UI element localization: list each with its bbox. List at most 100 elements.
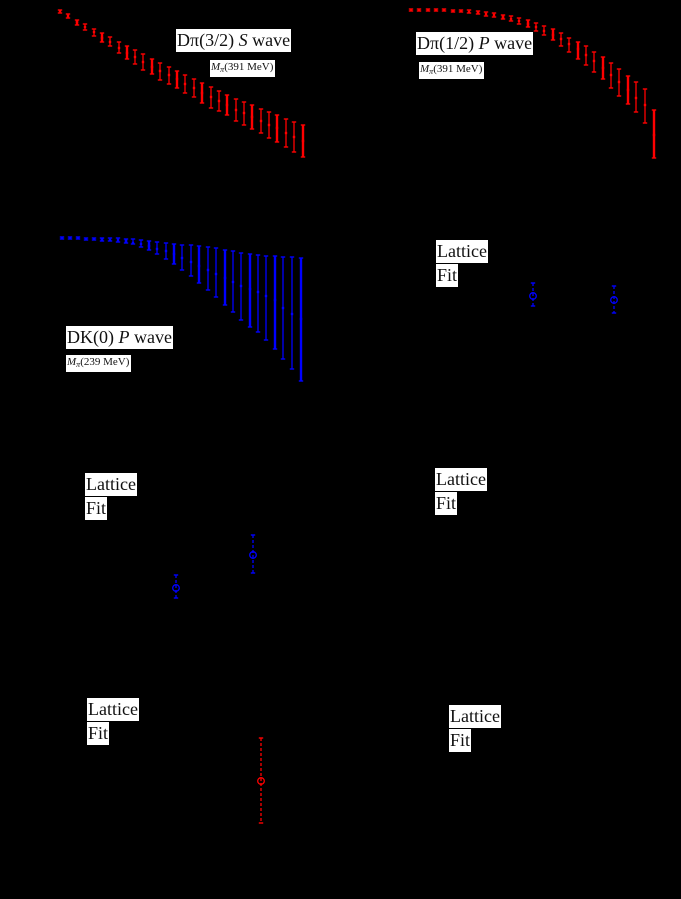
data-marker [131, 241, 135, 245]
data-marker [189, 260, 193, 264]
data-marker [290, 312, 294, 316]
panel-2-mass-value: (391 MeV) [433, 63, 483, 75]
legend-p7-lattice: Lattice [87, 698, 139, 721]
panel-2-title-prefix: Dπ(1/2) [417, 33, 479, 53]
panel-2-wave-letter: P [478, 33, 490, 53]
data-marker [526, 22, 530, 26]
data-marker [133, 55, 137, 59]
data-marker [256, 290, 260, 294]
data-marker [542, 29, 546, 33]
panel-1-title: Dπ(3/2) S wave [176, 29, 292, 52]
data-marker [609, 73, 613, 77]
data-marker [426, 8, 430, 12]
data-marker [484, 12, 488, 16]
panel-3-title-prefix: DK(0) [67, 327, 119, 347]
data-marker [192, 86, 196, 90]
data-marker [434, 8, 438, 12]
data-marker [167, 73, 171, 77]
data-marker [451, 9, 455, 13]
data-marker [576, 47, 580, 51]
data-marker [183, 82, 187, 86]
data-marker [273, 298, 277, 302]
data-marker [76, 236, 80, 240]
data-marker [492, 13, 496, 17]
data-marker [292, 135, 296, 139]
data-marker [158, 69, 162, 73]
panel-1-wave-letter: S [238, 30, 248, 50]
data-marker [100, 36, 104, 40]
panel-1-mass-value: (391 MeV) [224, 61, 274, 73]
data-marker [175, 77, 179, 81]
panel-2-mass-label: Mπ(391 MeV) [419, 62, 485, 79]
legend-p5-fit: Fit [85, 497, 108, 520]
data-marker [250, 115, 254, 119]
legend-p4-fit: Fit [436, 264, 459, 287]
panel-1-title-prefix: Dπ(3/2) [177, 30, 239, 50]
panel-1-mass-symbol: M [211, 61, 221, 73]
data-marker [83, 25, 87, 29]
data-marker [117, 46, 121, 50]
panel-2-title: Dπ(1/2) P wave [416, 32, 534, 55]
legend-p6-lattice: Lattice [435, 468, 487, 491]
panel-2-mass-symbol: M [420, 63, 430, 75]
data-marker [248, 287, 252, 291]
data-marker [108, 238, 112, 242]
series-2 [408, 8, 657, 159]
panel-2-mass-sub: π [429, 67, 434, 76]
series-3 [59, 236, 304, 382]
panel-2-title-suffix: wave [489, 33, 533, 53]
panel-3-title: DK(0) P wave [66, 326, 173, 349]
legend-p4-lattice: Lattice [436, 240, 488, 263]
data-marker [139, 242, 143, 246]
data-marker [626, 88, 630, 92]
series-5 [172, 534, 257, 599]
data-marker [116, 238, 120, 242]
panel-3-mass-sub: π [76, 360, 81, 369]
panel-3-mass-label: Mπ(239 MeV) [66, 355, 132, 372]
data-marker [92, 30, 96, 34]
data-marker-circle [172, 584, 180, 592]
data-marker [75, 20, 79, 24]
data-marker-circle [529, 292, 537, 300]
data-marker [200, 91, 204, 95]
legend-p5-lattice: Lattice [85, 473, 137, 496]
data-marker-circle [249, 551, 257, 559]
data-marker [164, 249, 168, 253]
data-marker [197, 264, 201, 268]
series-1 [57, 9, 306, 158]
data-marker [150, 65, 154, 69]
data-marker [155, 247, 159, 251]
data-marker [242, 111, 246, 115]
panel-3-mass-value: (239 MeV) [80, 356, 130, 368]
data-marker [125, 51, 129, 55]
data-marker [517, 19, 521, 23]
series-4 [529, 282, 618, 314]
data-marker [567, 42, 571, 46]
data-marker [409, 8, 413, 12]
data-marker [108, 40, 112, 44]
data-marker [634, 96, 638, 100]
data-marker [284, 131, 288, 135]
data-marker [551, 33, 555, 37]
data-marker [68, 236, 72, 240]
data-marker [617, 80, 621, 84]
legend-p8-lattice: Lattice [449, 705, 501, 728]
data-marker [141, 60, 145, 64]
data-marker [559, 37, 563, 41]
panel-1-mass-label: Mπ(391 MeV) [210, 60, 276, 77]
data-marker [206, 268, 210, 272]
data-marker [147, 244, 151, 248]
data-marker [534, 25, 538, 29]
data-marker [239, 284, 243, 288]
data-marker [92, 237, 96, 241]
data-marker-circle [257, 777, 265, 785]
data-marker-circle [610, 296, 618, 304]
data-marker [66, 14, 70, 18]
data-marker [301, 139, 305, 143]
data-marker [275, 126, 279, 130]
data-marker [60, 236, 64, 240]
data-marker [459, 9, 463, 13]
data-marker [476, 11, 480, 15]
